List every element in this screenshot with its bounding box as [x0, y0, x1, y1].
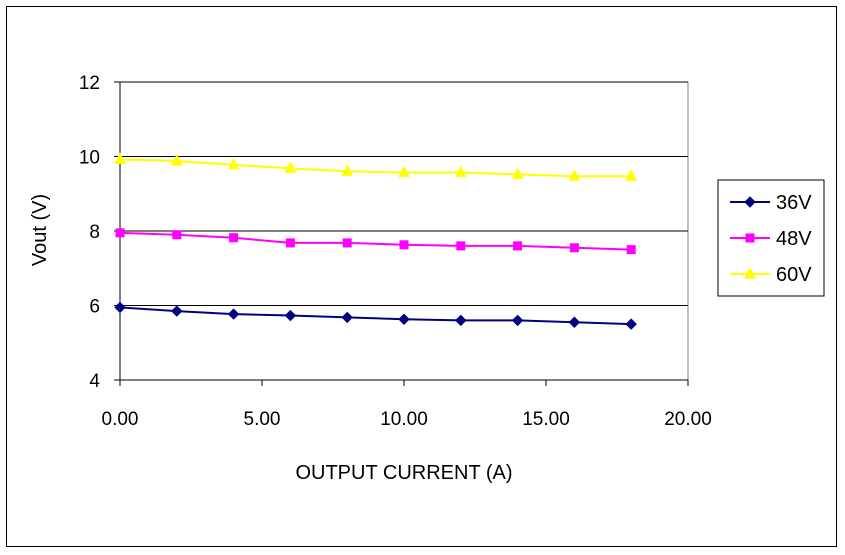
y-tick-label: 4 — [89, 371, 100, 392]
data-point — [171, 305, 183, 317]
data-point — [568, 169, 581, 181]
series-group — [114, 152, 638, 330]
data-point — [626, 245, 636, 255]
legend-label: 36V — [776, 192, 812, 214]
y-tick-label: 6 — [89, 297, 100, 318]
data-point — [513, 241, 523, 251]
series-line — [119, 158, 632, 178]
y-tick-label: 8 — [89, 222, 100, 243]
series-line — [119, 306, 632, 326]
data-point — [625, 169, 638, 181]
y-tick-label: 12 — [79, 73, 100, 94]
data-point — [114, 301, 126, 314]
legend-marker — [745, 233, 755, 243]
data-point — [172, 230, 182, 240]
series-line — [119, 231, 632, 251]
data-point — [229, 233, 239, 243]
data-point — [398, 165, 410, 178]
series-60V — [114, 152, 638, 181]
series-48V — [115, 228, 636, 255]
gridlines — [119, 81, 689, 381]
data-point — [511, 167, 524, 179]
y-tick-label: 10 — [79, 148, 100, 169]
data-point — [398, 313, 410, 325]
legend: 36V 48V 60V — [717, 179, 825, 297]
legend-label: 60V — [776, 264, 812, 286]
legend-item: 48V — [730, 228, 812, 250]
data-point — [341, 164, 354, 176]
data-point — [455, 314, 467, 327]
data-point — [170, 153, 183, 166]
series-36V — [114, 301, 637, 330]
data-point — [569, 243, 579, 253]
data-point — [227, 157, 240, 170]
y-axis-title: Vout (V) — [29, 194, 51, 266]
x-tick-label: 15.00 — [522, 409, 570, 430]
x-tick-label: 5.00 — [244, 409, 281, 430]
data-point — [227, 308, 240, 320]
legend-label: 48V — [776, 228, 812, 250]
data-point — [511, 314, 524, 327]
data-point — [115, 228, 125, 238]
data-point — [284, 309, 297, 322]
data-point — [625, 318, 637, 330]
data-point — [285, 238, 295, 248]
data-point — [454, 165, 467, 178]
tick-labels: 4 6 8 10 12 0.00 5.00 10.00 15.00 20.00 — [79, 73, 712, 430]
legend-marker — [744, 266, 756, 279]
legend-item: 36V — [730, 192, 812, 214]
data-point — [568, 316, 581, 328]
data-point — [399, 240, 409, 250]
legend-marker — [744, 196, 756, 208]
x-axis-title: OUTPUT CURRENT (A) — [295, 462, 512, 484]
data-point — [456, 241, 466, 251]
chart-frame — [6, 6, 837, 547]
x-tick-label: 10.00 — [380, 409, 428, 430]
x-tick-label: 0.00 — [102, 409, 139, 430]
data-point — [342, 238, 352, 248]
data-point — [284, 161, 297, 173]
data-point — [341, 311, 353, 324]
axes — [114, 81, 689, 386]
x-tick-label: 20.00 — [664, 409, 712, 430]
legend-item: 60V — [730, 264, 812, 286]
data-point — [114, 152, 126, 164]
